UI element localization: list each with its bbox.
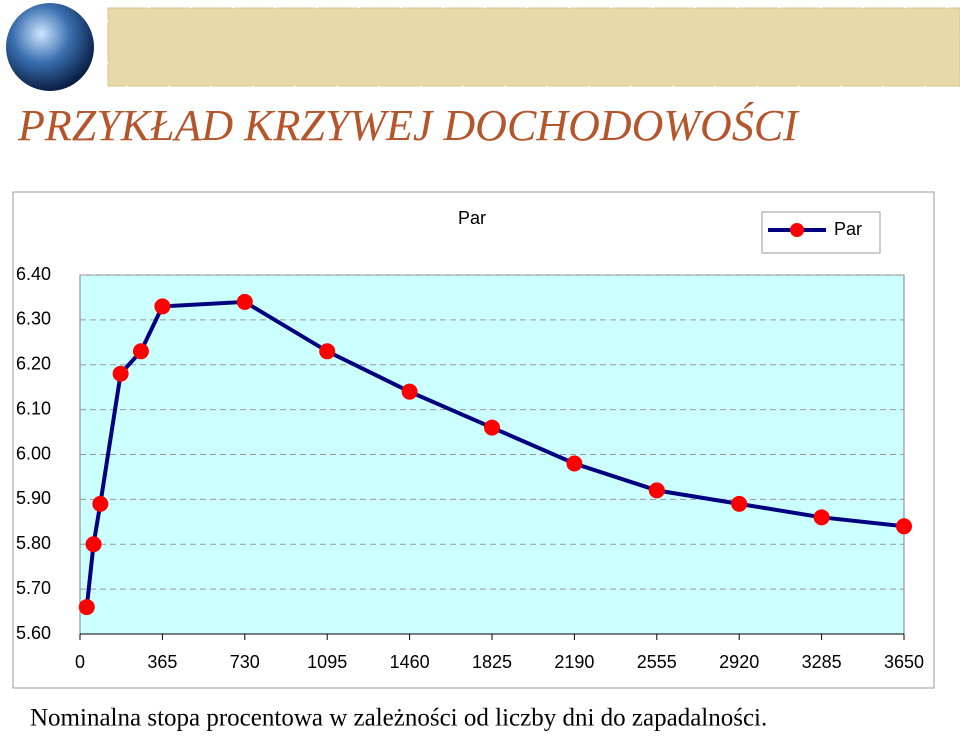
data-point [236,293,253,310]
y-tick-label: 5.60 [16,623,51,643]
data-point [132,343,149,360]
x-tick-label: 1460 [390,652,430,672]
data-point [896,518,912,535]
x-tick-label: 3285 [802,652,842,672]
data-point [648,482,665,499]
data-point [813,509,830,526]
y-tick-label: 5.80 [16,533,51,553]
legend-box [761,211,881,254]
caption: Nominalna stopa procentowa w zależności … [30,705,767,732]
x-tick-label: 3650 [884,652,924,672]
data-point [484,419,500,436]
chart-title: Par [458,208,486,228]
x-tick-label: 730 [230,652,260,672]
y-tick-label: 6.40 [16,264,51,284]
y-tick-label: 6.30 [16,309,51,329]
data-point [401,383,418,400]
slide-title: PRZYKŁAD KRZYWEJ DOCHODOWOŚCI [17,101,800,150]
legend-marker [790,223,804,237]
x-tick-label: 1095 [307,652,347,672]
data-point [154,298,171,315]
data-point [319,343,336,360]
data-point [566,455,583,472]
data-point [92,495,109,512]
x-tick-label: 0 [75,652,85,672]
y-tick-label: 5.90 [16,488,51,508]
x-tick-label: 1825 [472,652,512,672]
data-point [731,495,748,512]
header-band [108,8,960,86]
data-point [112,365,129,382]
y-tick-label: 6.00 [16,443,51,463]
x-tick-label: 2555 [637,652,677,672]
globe-icon [6,3,94,91]
data-point [85,536,102,553]
x-tick-label: 2920 [719,652,759,672]
data-point [78,599,95,616]
y-tick-label: 6.10 [16,398,51,418]
y-tick-label: 6.20 [16,354,51,374]
legend-label: Par [834,219,862,239]
x-tick-label: 2190 [554,652,594,672]
y-tick-label: 5.70 [16,578,51,598]
header-grid [107,7,960,87]
x-tick-label: 365 [147,652,177,672]
